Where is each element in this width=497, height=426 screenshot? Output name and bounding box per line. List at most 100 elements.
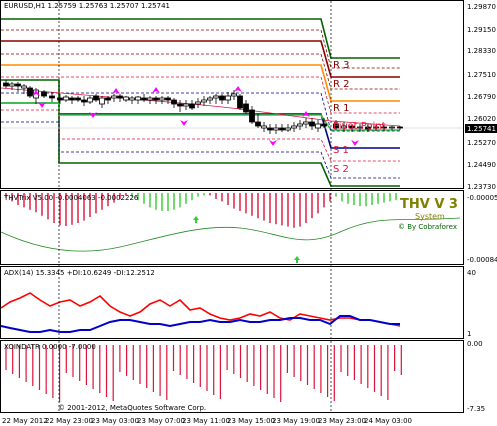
xo-bar <box>340 345 342 372</box>
xo-bar <box>273 345 275 398</box>
signal-arrow <box>89 112 97 118</box>
candle-body <box>69 97 75 101</box>
thv-bear-bar <box>299 193 301 227</box>
signal-arrow <box>112 88 120 94</box>
thv-bull-bar <box>131 193 133 197</box>
candle-body <box>267 127 273 131</box>
xo-bar <box>333 345 335 401</box>
candle-body <box>309 121 315 127</box>
r1-label: R 1 <box>333 103 350 114</box>
candle-body <box>21 85 27 89</box>
candle-body <box>297 123 303 127</box>
xo-bar <box>199 345 201 387</box>
candle-body <box>291 125 297 129</box>
time-tick: 22 May 2012 <box>2 417 48 425</box>
candle-body <box>111 95 117 99</box>
candle-body <box>333 123 339 129</box>
pivot-point-label: Pivot Point <box>333 121 386 132</box>
thv-bear-bar <box>233 193 235 209</box>
thv-bear-bar <box>293 193 295 228</box>
thv-bull-bar <box>191 193 193 201</box>
thv-bear-bar <box>41 193 43 216</box>
xo-bar <box>32 345 34 386</box>
candle-body <box>75 97 81 101</box>
xo-bar <box>373 345 376 392</box>
candle-body <box>123 96 129 101</box>
xo-bar <box>179 345 181 375</box>
thv-bear-bar <box>71 193 73 225</box>
candle-body <box>201 99 207 103</box>
xo-bar <box>353 345 355 380</box>
xo-bar <box>320 345 322 393</box>
thv-bear-bar <box>11 193 13 202</box>
adx-tick-top: 40 <box>467 269 476 277</box>
candle-body <box>243 103 249 113</box>
xo-bar <box>45 345 47 394</box>
xo-bar <box>5 345 7 370</box>
thv-bear-bar <box>311 193 313 219</box>
thv-bull-bar <box>347 193 349 204</box>
xo-bar <box>233 345 235 374</box>
candle-body <box>159 97 165 101</box>
time-tick: 23 May 19:00 <box>272 417 320 425</box>
signal-arrow <box>32 90 40 96</box>
thv-bull-bar <box>173 193 175 210</box>
thv-bear-bar <box>281 193 283 226</box>
time-tick: 23 May 23:00 <box>318 417 366 425</box>
adx-indicator-panel[interactable] <box>0 266 464 339</box>
xo-bar <box>152 345 154 392</box>
signal-arrows <box>32 86 359 146</box>
r1-mid-line <box>1 76 400 114</box>
candle-body <box>171 99 177 105</box>
xo-bar <box>293 345 295 377</box>
signal-arrow <box>38 102 46 108</box>
candle-body <box>15 83 21 87</box>
thv-bull-bar <box>389 193 391 202</box>
price-tick: 1.23730 <box>467 183 496 191</box>
thv-tick-bottom: -0.00084 <box>467 256 497 264</box>
xo-bar <box>38 345 41 390</box>
xo-bar <box>226 345 228 370</box>
xo-bar <box>394 345 396 371</box>
r3-line <box>1 18 400 59</box>
xo-bar <box>132 345 134 380</box>
time-tick: 23 May 11:00 <box>182 417 230 425</box>
signal-arrow <box>152 87 160 93</box>
xoindatr-indicator-panel[interactable] <box>0 340 464 413</box>
candle-body <box>147 97 153 101</box>
xo-bar <box>367 345 369 388</box>
xo-bar <box>79 345 81 381</box>
thv-bear-bar <box>53 193 55 223</box>
xo-bar <box>12 345 14 374</box>
thv-brand-system: System <box>415 212 445 221</box>
xo-bar <box>18 345 20 378</box>
xo-bar <box>253 345 255 386</box>
candle-body <box>27 87 33 97</box>
candle-body <box>225 95 231 101</box>
copyright: © 2001-2012, MetaQuotes Software Corp. <box>58 404 206 412</box>
adx-plus-di-line <box>0 315 400 333</box>
candle-body <box>165 97 171 101</box>
candle-body <box>87 97 93 103</box>
pivot-green-line <box>1 102 400 131</box>
thv-bear-bar <box>257 193 259 219</box>
candle-body <box>261 125 267 129</box>
candle-body <box>389 126 395 129</box>
candle-body <box>99 97 105 105</box>
candle-body <box>57 97 63 101</box>
thv-bear-bar <box>209 193 211 196</box>
candle-body <box>41 91 47 97</box>
thv-bear-bar <box>89 193 91 217</box>
xo-bar <box>266 345 268 394</box>
thv-bull-bar <box>167 193 169 211</box>
xo-bar <box>313 345 315 389</box>
thv-bull-bar <box>341 193 343 202</box>
thv-bull-bar <box>161 193 163 211</box>
thv-signal-line <box>0 217 461 252</box>
thv-bear-bar <box>251 193 253 216</box>
xo-bar <box>166 345 168 400</box>
xo-bar <box>59 345 61 402</box>
r1-line <box>1 64 400 102</box>
thv-brand-title: THV V 3 <box>400 197 458 212</box>
signal-arrow <box>180 120 188 126</box>
